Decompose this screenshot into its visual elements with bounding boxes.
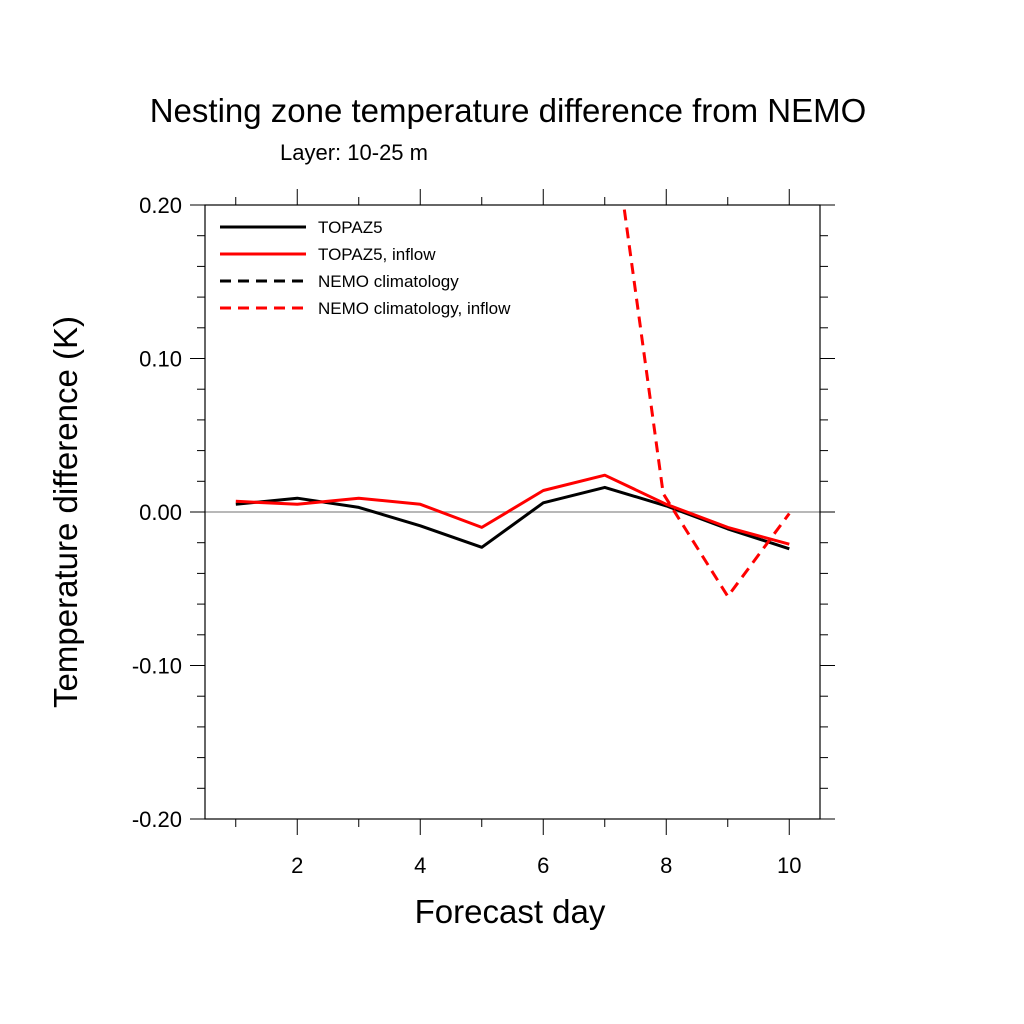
y-tick-label: -0.20: [132, 807, 182, 832]
legend-label-4: NEMO climatology, inflow: [318, 299, 511, 318]
y-tick-label: -0.10: [132, 654, 182, 679]
x-tick-label: 4: [414, 853, 426, 878]
x-tick-label: 2: [291, 853, 303, 878]
series-lines: [235, 205, 791, 598]
y-axis-label: Temperature difference (K): [47, 316, 84, 708]
chart-title: Nesting zone temperature difference from…: [150, 92, 867, 129]
y-tick-label: 0.20: [139, 193, 182, 218]
y-tick-label: 0.00: [139, 500, 182, 525]
y-tick-label: 0.10: [139, 347, 182, 372]
legend: TOPAZ5 TOPAZ5, inflow NEMO climatology NEMO…: [220, 218, 511, 318]
legend-label-2: TOPAZ5, inflow: [318, 245, 436, 264]
x-tick-label: 6: [537, 853, 549, 878]
legend-label-3: NEMO climatology: [318, 272, 459, 291]
x-axis-label: Forecast day: [415, 893, 606, 930]
x-tick-label: 10: [777, 853, 801, 878]
plot-area: 2 4 6 8 10-0.20-0.100.000.100.20TOPAZ5TOPAZ5…: [132, 189, 835, 878]
series-line-4: [622, 205, 791, 598]
chart-subtitle: Layer: 10-25 m: [280, 140, 428, 165]
series-line-2: [235, 473, 790, 546]
legend-label-1: TOPAZ5: [318, 218, 383, 237]
x-tick-label: 8: [660, 853, 672, 878]
